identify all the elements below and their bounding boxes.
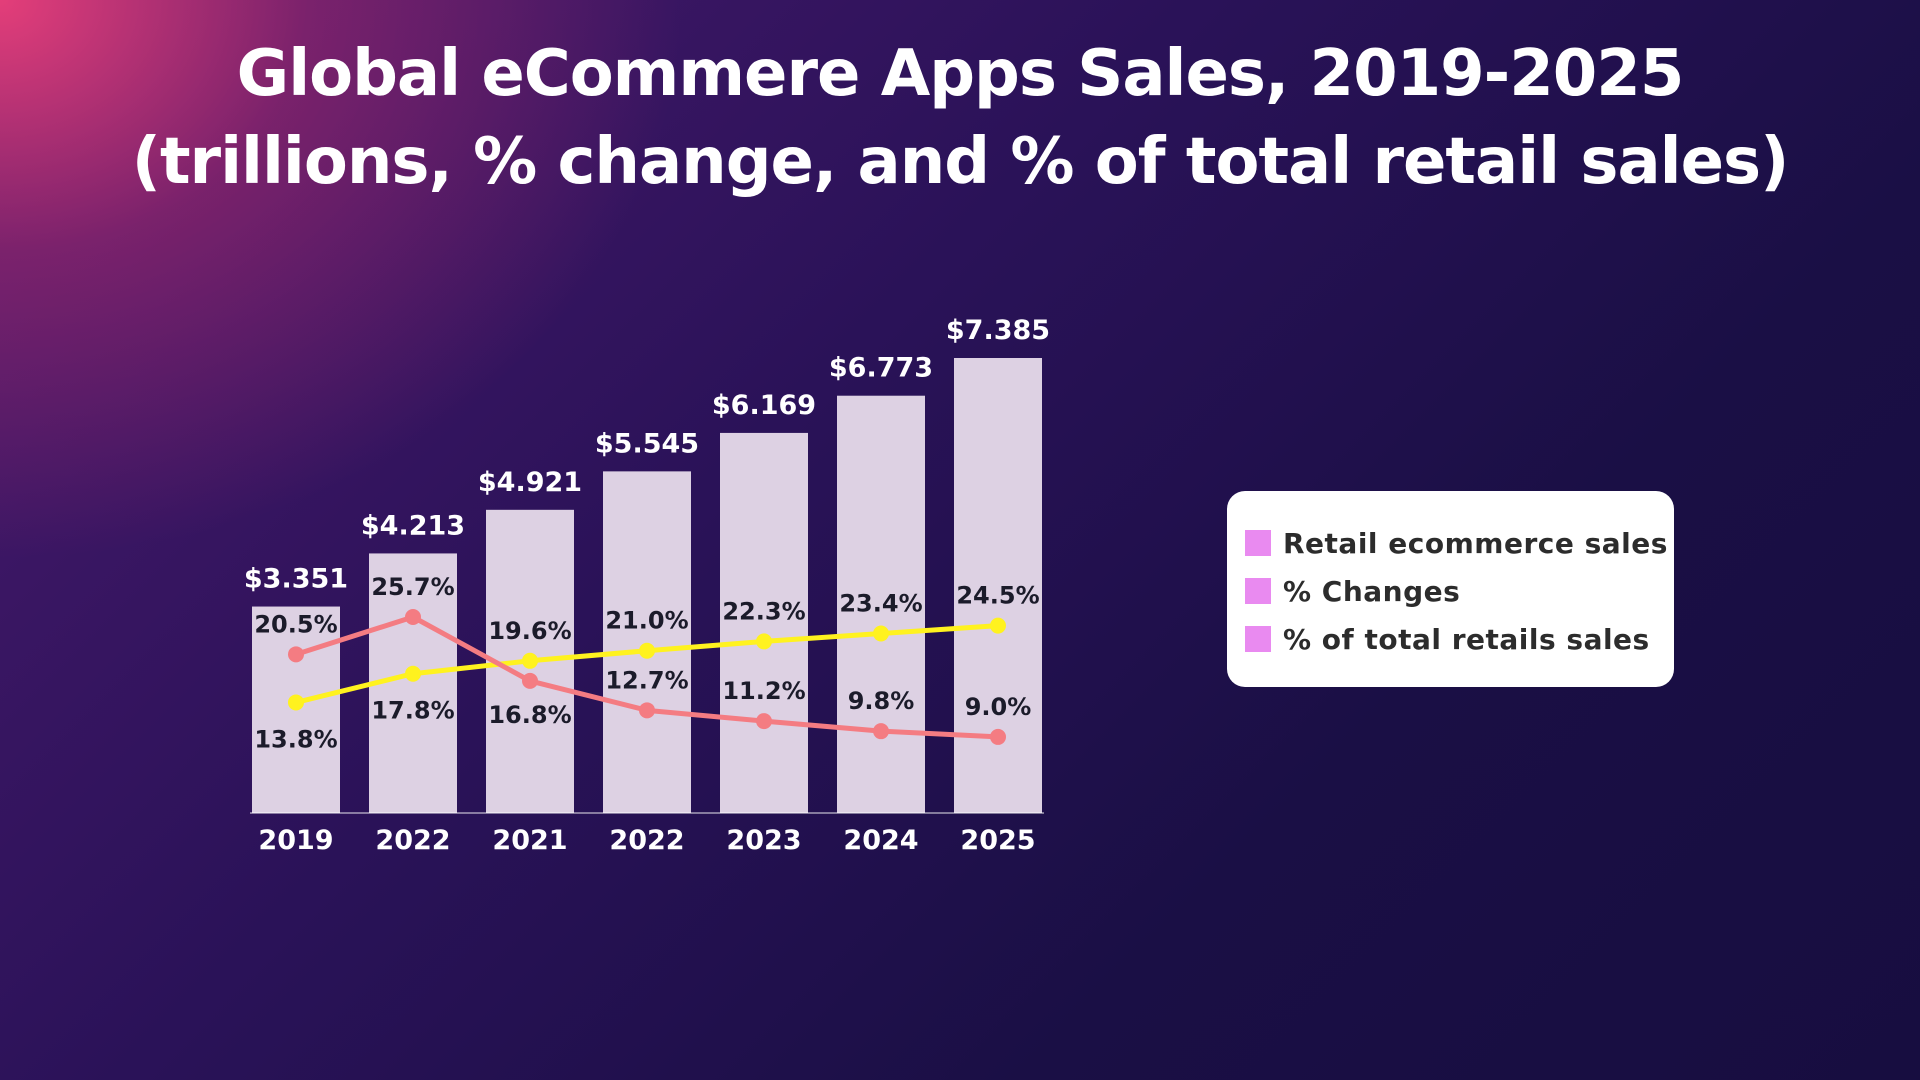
share-label-3: 21.0%	[605, 607, 688, 635]
legend-swatch-pct-total	[1245, 626, 1271, 652]
bar-value-label-3: $5.545	[595, 428, 699, 459]
legend-label-pct-changes: % Changes	[1283, 574, 1461, 608]
share-label-2: 19.6%	[488, 617, 571, 645]
bar-value-label-5: $6.773	[829, 353, 933, 384]
share-label-6: 24.5%	[956, 582, 1039, 610]
legend-swatch-retail-sales	[1245, 530, 1271, 556]
share-series-point-4	[756, 633, 772, 650]
change-label-1: 25.7%	[371, 573, 454, 601]
change-series-point-6	[990, 728, 1006, 745]
x-tick-label-0: 2019	[258, 825, 333, 856]
share-series-point-5	[873, 625, 889, 642]
bar-value-label-6: $7.385	[946, 315, 1050, 346]
x-tick-label-2: 2021	[492, 825, 567, 856]
share-label-4: 22.3%	[722, 597, 805, 625]
chart-title-line1: Global eCommere Apps Sales, 2019-2025	[236, 37, 1685, 111]
change-series-point-1	[405, 609, 421, 625]
share-label-5: 23.4%	[839, 590, 922, 618]
share-series-point-0	[288, 694, 304, 711]
change-label-5: 9.8%	[848, 687, 915, 715]
share-series-point-1	[405, 665, 421, 682]
legend-swatch-pct-changes	[1245, 578, 1271, 604]
x-tick-label-3: 2022	[609, 825, 684, 856]
legend: Retail ecommerce sales % Changes % of to…	[1227, 491, 1674, 687]
share-label-1: 17.8%	[371, 697, 454, 725]
change-series-point-2	[522, 672, 538, 689]
share-series-point-3	[639, 642, 655, 659]
change-series-point-3	[639, 702, 655, 719]
legend-item-pct-total: % of total retails sales	[1245, 615, 1674, 663]
bar-value-label-0: $3.351	[244, 564, 348, 595]
legend-item-retail-sales: Retail ecommerce sales	[1245, 519, 1674, 567]
share-label-0: 13.8%	[254, 725, 337, 753]
share-series-point-6	[990, 617, 1006, 634]
bar-5	[837, 395, 925, 813]
x-tick-label-5: 2024	[843, 825, 918, 856]
chart-subtitle: (trillions, % change, and % of total ret…	[131, 125, 1790, 199]
change-label-0: 20.5%	[254, 610, 337, 638]
legend-label-pct-total: % of total retails sales	[1283, 622, 1650, 656]
change-series-point-4	[756, 713, 772, 730]
share-series-point-2	[522, 652, 538, 669]
change-series-point-5	[873, 723, 889, 740]
change-label-6: 9.0%	[965, 693, 1032, 721]
bar-value-label-4: $6.169	[712, 390, 816, 421]
x-tick-label-6: 2025	[960, 825, 1035, 856]
x-tick-label-1: 2022	[375, 825, 450, 856]
change-series-point-0	[288, 646, 304, 663]
change-label-2: 16.8%	[488, 701, 571, 729]
bar-value-label-1: $4.213	[361, 510, 465, 541]
bar-value-label-2: $4.921	[478, 467, 582, 498]
change-label-3: 12.7%	[605, 666, 688, 694]
legend-label-retail-sales: Retail ecommerce sales	[1283, 526, 1668, 560]
bar-3	[603, 471, 691, 813]
x-tick-label-4: 2023	[726, 825, 801, 856]
legend-item-pct-changes: % Changes	[1245, 567, 1674, 615]
bar-4	[720, 432, 808, 813]
chart-title: Global eCommere Apps Sales, 2019-2025 (t…	[0, 30, 1920, 206]
change-label-4: 11.2%	[722, 677, 805, 705]
